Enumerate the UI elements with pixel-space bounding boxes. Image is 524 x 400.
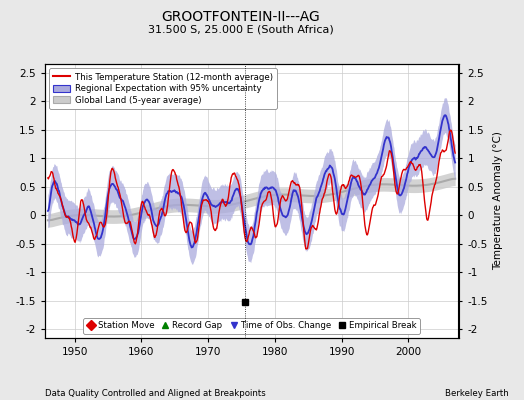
Y-axis label: Temperature Anomaly (°C): Temperature Anomaly (°C) (494, 132, 504, 270)
Text: GROOTFONTEIN-II---AG: GROOTFONTEIN-II---AG (162, 10, 320, 24)
Legend: Station Move, Record Gap, Time of Obs. Change, Empirical Break: Station Move, Record Gap, Time of Obs. C… (83, 318, 420, 334)
Text: 31.500 S, 25.000 E (South Africa): 31.500 S, 25.000 E (South Africa) (148, 24, 334, 34)
Text: Data Quality Controlled and Aligned at Breakpoints: Data Quality Controlled and Aligned at B… (45, 389, 265, 398)
Text: Berkeley Earth: Berkeley Earth (444, 389, 508, 398)
